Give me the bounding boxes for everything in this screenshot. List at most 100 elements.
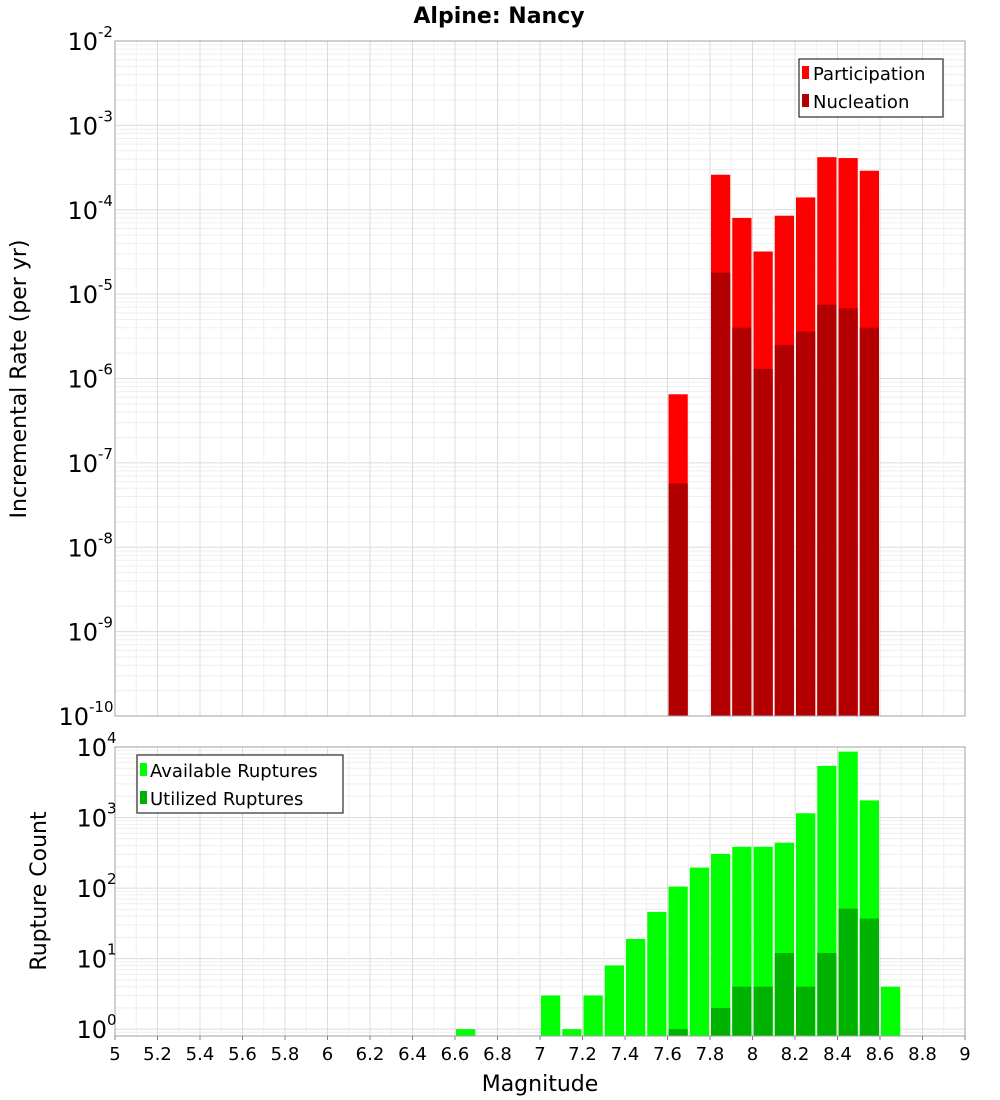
y-tick-label-base: 10 [76,734,107,762]
y-tick-label-base: 10 [67,450,98,478]
top-legend: Participation Nucleation [798,58,944,118]
utilized-ruptures-bar [711,1007,731,1036]
x-tick-label: 6.6 [441,1044,470,1065]
y-tick-label-exponent: -7 [98,445,113,463]
nucleation-bar [796,331,816,716]
available-ruptures-bar [541,995,561,1036]
legend-swatch-participation [802,66,809,79]
x-tick-label: 5 [109,1044,120,1065]
x-axis-label: Magnitude [482,1072,599,1097]
x-tick-label: 9 [959,1044,970,1065]
x-tick-label: 5.2 [143,1044,172,1065]
top-legend-box [798,58,944,118]
y-tick-label-exponent: -9 [98,614,113,632]
available-ruptures-bar [456,1029,476,1036]
x-tick-label: 8 [747,1044,758,1065]
nucleation-bar [732,327,752,716]
x-tick-label: 6 [322,1044,333,1065]
utilized-ruptures-bar [753,986,773,1036]
available-ruptures-bar [562,1029,582,1036]
y-tick-label-base: 10 [67,28,98,56]
utilized-ruptures-bar [817,953,837,1036]
y-tick-label-exponent: 0 [107,1011,117,1029]
available-ruptures-bar [647,911,667,1036]
x-tick-label: 7.6 [653,1044,682,1065]
utilized-ruptures-bar [668,1029,688,1036]
y-tick-label-exponent: -6 [98,361,113,379]
x-tick-label: 5.4 [186,1044,215,1065]
x-tick-label: 6.4 [398,1044,427,1065]
y-tick-label-exponent: -2 [98,23,113,41]
legend-label-participation: Participation [813,64,925,85]
available-ruptures-bar [796,813,816,1036]
available-ruptures-bar [689,867,709,1036]
bottom-legend: Available Ruptures Utilized Ruptures [136,754,344,814]
x-tick-label: 5.6 [228,1044,257,1065]
x-tick-label: 7.2 [568,1044,597,1065]
legend-swatch-utilized [140,791,147,804]
utilized-ruptures-bar [774,953,794,1036]
x-tick-label: 6.8 [483,1044,512,1065]
y-tick-label-base: 10 [67,112,98,140]
y-tick-label-exponent: -5 [98,276,113,294]
available-ruptures-bar [583,995,603,1036]
legend-label-utilized: Utilized Ruptures [150,789,303,810]
y-tick-label-base: 10 [76,1016,107,1044]
x-tick-label: 7.8 [696,1044,725,1065]
legend-swatch-available [140,763,147,776]
x-axis: 5 5.2 5.4 5.6 5.8 6 6.2 6.4 6.6 6.8 7 7.2 7.4 7.6 7.8 8… [109,1036,971,1065]
y-tick-label-exponent: -10 [89,698,114,716]
bottom-y-axis-label: Rupture Count [27,811,52,971]
nucleation-bar [817,304,837,716]
y-tick-label-exponent: 2 [107,870,117,888]
utilized-ruptures-bar [732,986,752,1036]
x-tick-label: 8.8 [908,1044,937,1065]
available-ruptures-bar [668,886,688,1036]
x-tick-label: 8.4 [823,1044,852,1065]
available-ruptures-bar [881,986,901,1036]
nucleation-bar [668,483,688,716]
bottom-bars [456,751,901,1036]
x-tick-label: 8.2 [781,1044,810,1065]
utilized-ruptures-bar [796,986,816,1036]
utilized-ruptures-bar [838,908,858,1036]
available-ruptures-bar [604,965,624,1036]
top-plot-frame [114,40,966,717]
y-tick-label-base: 10 [67,534,98,562]
y-tick-label-exponent: -4 [98,192,113,210]
y-tick-label-base: 10 [67,197,98,225]
utilized-ruptures-bar [859,918,879,1036]
legend-swatch-nucleation [802,94,809,107]
y-tick-label-base: 10 [76,805,107,833]
top-bars [668,157,879,717]
top-y-axis-label: Incremental Rate (per yr) [7,240,32,519]
available-ruptures-bar [626,938,646,1036]
nucleation-bar [711,272,731,716]
y-tick-label-exponent: 4 [107,729,117,747]
legend-label-nucleation: Nucleation [813,92,909,113]
y-tick-label-exponent: 1 [107,941,117,959]
nucleation-bar [753,368,773,716]
y-tick-label-base: 10 [76,946,107,974]
y-tick-label-exponent: 3 [107,800,117,818]
nucleation-bar [838,308,858,716]
available-ruptures-bar [711,853,731,1036]
y-tick-label-base: 10 [67,619,98,647]
x-tick-label: 8.6 [866,1044,895,1065]
legend-label-available: Available Ruptures [150,761,318,782]
y-tick-label-base: 10 [76,875,107,903]
x-tick-label: 7.4 [611,1044,640,1065]
bottom-legend-box [136,754,344,814]
chart-title: Alpine: Nancy [413,4,584,29]
x-tick-label: 6.2 [356,1044,385,1065]
y-tick-label-exponent: -3 [98,107,113,125]
nucleation-bar [859,327,879,716]
y-tick-label-base: 10 [67,366,98,394]
y-tick-label-exponent: -8 [98,529,113,547]
y-tick-label-base: 10 [58,703,89,731]
